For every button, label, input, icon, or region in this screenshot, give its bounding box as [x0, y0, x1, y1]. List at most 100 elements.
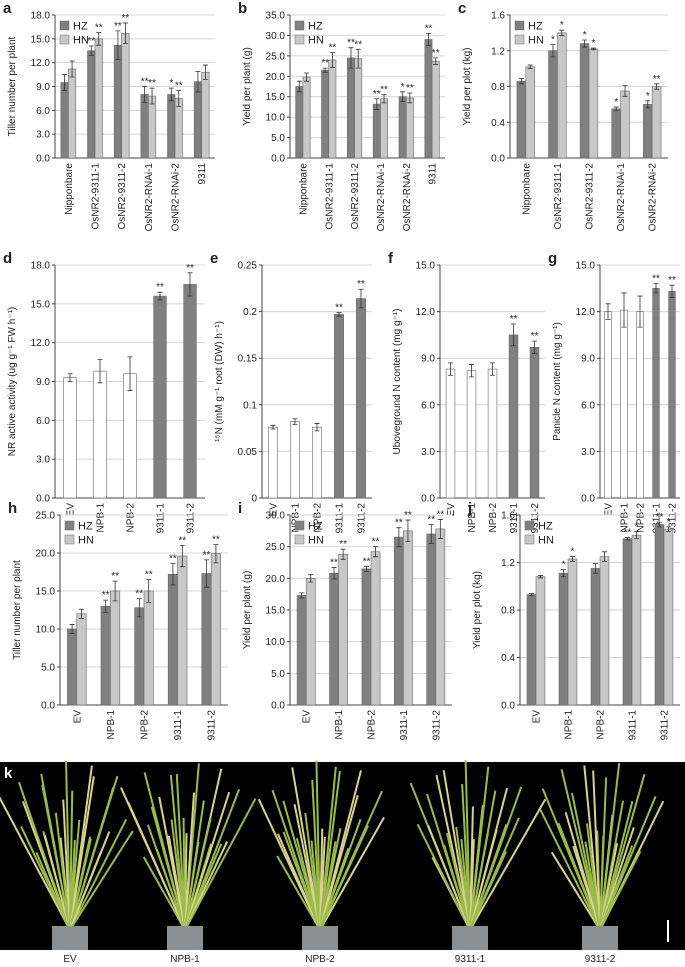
error-bar: [537, 575, 543, 579]
error-bar: [633, 531, 639, 540]
plant-leaf: [182, 817, 186, 931]
plant-leaf: [293, 804, 321, 931]
plant-pot: [52, 926, 88, 950]
plant-leaf: [282, 800, 321, 931]
bar: [516, 80, 527, 159]
y-tick-label: 0.0: [36, 154, 50, 165]
error-bar: [88, 45, 94, 56]
bar: [174, 98, 183, 159]
y-tick-label: 0.0: [271, 701, 285, 712]
y-tick-label: 0.4: [501, 653, 515, 664]
plant-leaf: [319, 790, 383, 931]
error-bar: [396, 527, 402, 548]
y-tick-label: 0.15: [238, 354, 258, 365]
plant-leaf: [599, 763, 621, 931]
x-tick-label: 9311-2: [668, 503, 679, 534]
significance-label: **: [380, 85, 388, 96]
y-tick-label: 12.0: [31, 58, 51, 69]
x-tick-label: NPB-2: [140, 710, 151, 740]
plant-leaf: [469, 832, 489, 931]
bar: [611, 108, 621, 159]
bar: [121, 32, 130, 159]
y-tick-label: 6.0: [36, 106, 50, 117]
significance-label: **: [148, 78, 156, 89]
x-tick-label: OsNR2-RNAi-1: [144, 163, 155, 232]
significance-label: *: [635, 522, 639, 533]
plant-leaf: [167, 835, 186, 931]
bar: [123, 373, 137, 499]
plant-leaf: [599, 835, 605, 931]
plant-leaf: [469, 787, 509, 931]
bar: [295, 86, 304, 159]
y-tick-label: 12.0: [31, 338, 51, 349]
error-bar: [645, 100, 651, 109]
bar: [328, 59, 337, 159]
error-bar: [374, 98, 380, 110]
y-tick-label: 0.05: [238, 447, 258, 458]
bar: [167, 94, 176, 159]
error-bar: [569, 556, 575, 562]
significance-label: **: [330, 558, 338, 569]
bar: [526, 594, 537, 706]
error-bar: [355, 48, 361, 69]
significance-label: **: [432, 48, 440, 59]
bar: [183, 284, 197, 499]
bar: [631, 534, 642, 706]
error-bar: [582, 39, 588, 48]
y-tick-label: 0.8: [501, 606, 515, 617]
plant-leaf: [69, 776, 95, 931]
error-bar: [176, 90, 182, 107]
error-bar: [213, 544, 219, 564]
significance-label: **: [363, 556, 371, 567]
error-bar: [653, 283, 659, 294]
error-bar: [62, 74, 68, 91]
x-tick-label: 9311-1: [173, 710, 184, 741]
significance-label: **: [178, 535, 186, 546]
error-bar: [448, 362, 453, 376]
bar: [529, 347, 540, 499]
x-tick-label: 9311-1: [652, 503, 663, 534]
plant-leaf: [564, 812, 601, 931]
bar: [508, 334, 519, 499]
significance-label: **: [425, 23, 433, 34]
plant-leaf: [184, 817, 212, 931]
bar: [210, 553, 221, 706]
error-bar: [136, 598, 142, 618]
x-tick-label: 9311-2: [431, 710, 442, 741]
significance-label: **: [373, 89, 381, 100]
x-tick-label: OsNR2-9311-1: [553, 163, 564, 230]
x-tick-label: Nipponbare: [298, 163, 309, 215]
plant-leaf: [282, 831, 321, 931]
x-tick-label: NPB-2: [367, 710, 378, 740]
y-tick-label: 3.0: [36, 455, 50, 466]
significance-label: **: [169, 554, 177, 565]
legend-label: HZ: [538, 521, 553, 533]
legend-swatch: [524, 520, 535, 531]
plant-leaf: [599, 796, 657, 931]
x-tick-label: 9311-2: [530, 503, 541, 534]
x-tick-label: NPB-2: [313, 503, 324, 533]
legend-swatch: [64, 534, 75, 545]
x-tick-label: OsNR2-RNAi-2: [648, 163, 659, 232]
plant-leaf: [464, 760, 471, 931]
x-tick-label: NPB-1: [620, 503, 631, 533]
bar: [403, 530, 413, 706]
error-bar: [590, 47, 596, 51]
significance-label: *: [591, 38, 595, 49]
significance-label: **: [531, 331, 539, 342]
y-tick-label: 3.0: [581, 447, 595, 458]
error-bar: [550, 44, 556, 58]
y-tick-label: 0.2: [243, 307, 257, 318]
significance-label: **: [406, 83, 414, 94]
significance-label: **: [653, 74, 661, 85]
bar: [394, 536, 404, 706]
significance-label: *: [614, 97, 618, 108]
legend-swatch: [294, 534, 305, 545]
x-tick-label: OsNR2-9311-2: [585, 163, 596, 230]
error-bar: [299, 592, 305, 599]
significance-label: **: [357, 279, 365, 290]
panel-label: h: [8, 500, 17, 517]
x-tick-label: 9311-1: [628, 710, 639, 741]
plant-leaf: [460, 839, 471, 931]
legend-label: HZ: [78, 521, 93, 533]
